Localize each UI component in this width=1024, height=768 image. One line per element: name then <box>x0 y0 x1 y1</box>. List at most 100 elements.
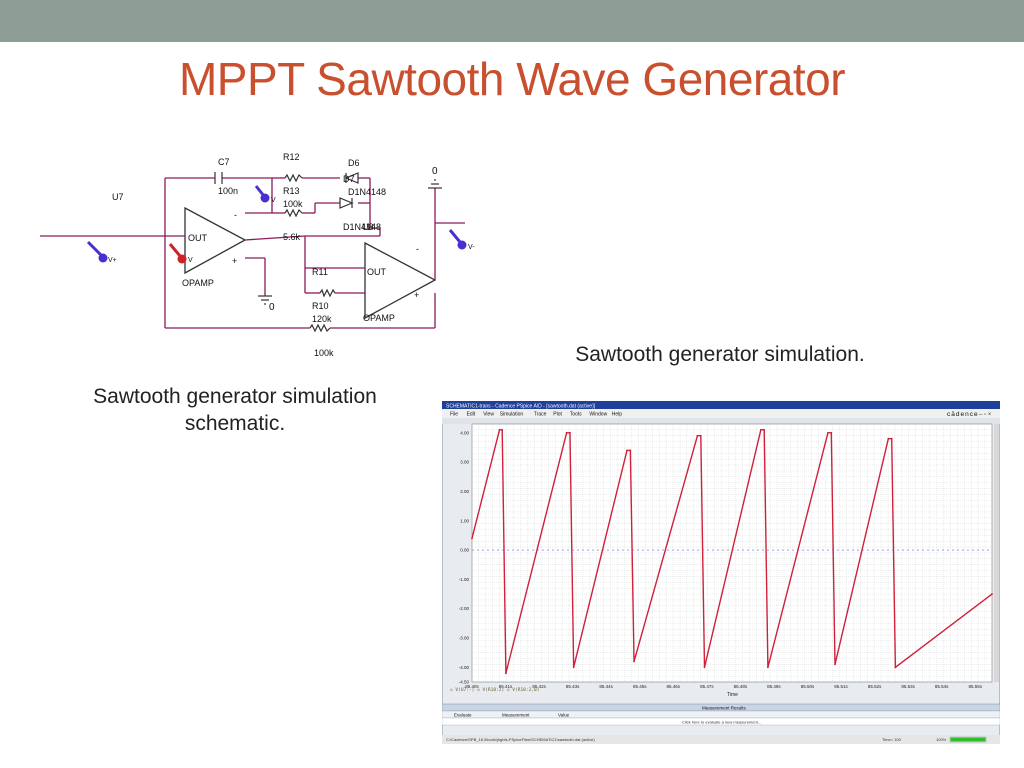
label-ground-0-b: 0 <box>432 166 438 177</box>
measurement-column-evaluate[interactable]: Evaluate <box>454 713 472 718</box>
menu-item-window[interactable]: Window <box>589 412 607 418</box>
series-point <box>759 428 762 431</box>
label-d7-part: D1N4148 <box>343 222 381 232</box>
y-tick-label: -4.50 <box>459 680 470 685</box>
window-controls-icon[interactable]: – ▫ × <box>979 412 992 418</box>
progress-fill <box>950 737 986 742</box>
vertical-scrollbar[interactable] <box>994 424 999 682</box>
y-tick-label: -4.00 <box>459 665 470 670</box>
series-point <box>504 672 507 675</box>
label-c7-value: 100n <box>218 186 238 196</box>
y-tick-label: -3.00 <box>459 636 470 641</box>
probe-vminus-icon <box>448 229 467 250</box>
menu-item-help[interactable]: Help <box>612 412 623 418</box>
series-point <box>471 537 473 540</box>
menu-item-simulation[interactable]: Simulation <box>500 412 524 418</box>
label-probe-v1: V <box>188 257 193 264</box>
window-title: SCHEMATIC1-trans - Cadence PSpice A/D - … <box>446 404 596 410</box>
series-point <box>894 666 897 669</box>
x-tick-label: 85.50s <box>801 684 815 689</box>
series-point <box>626 449 628 452</box>
x-tick-label: 85.53s <box>901 684 915 689</box>
series-point <box>766 666 769 669</box>
probe-v1-icon <box>168 243 187 264</box>
probe-v2-icon <box>254 185 270 203</box>
label-out-u8: OUT <box>367 267 387 277</box>
label-5-6k: 5.6k <box>283 232 301 242</box>
series-point <box>696 434 699 437</box>
x-tick-label: 85.41s <box>499 684 513 689</box>
label-r11: R11 <box>312 267 328 277</box>
menu-item-view[interactable]: View <box>483 412 494 418</box>
pspice-window: SCHEMATIC1-trans - Cadence PSpice A/D - … <box>442 401 1000 744</box>
x-tick-label: 85.42s <box>532 684 546 689</box>
window-titlebar[interactable] <box>442 401 1000 409</box>
label-out-u7: OUT <box>188 233 208 243</box>
x-tick-label: 85.44s <box>599 684 613 689</box>
x-tick-label: 85.49s <box>767 684 781 689</box>
y-tick-label: 4.00 <box>460 430 469 435</box>
series-point <box>501 428 504 431</box>
measurement-results-header: Measurement Results <box>702 706 747 711</box>
schematic-caption-line2: schematic. <box>184 412 286 435</box>
schematic-caption: Sawtooth generator simulation schematic. <box>52 383 418 437</box>
measurement-hint: Click here to evaluate a new measurement… <box>682 720 761 725</box>
menu-item-file[interactable]: File <box>450 412 458 418</box>
label-ground-0-a: 0 <box>269 302 275 313</box>
x-tick-label: 85.46s <box>667 684 681 689</box>
trace-legend: ◇ V(U7:-) ◇ V(R10:2) ◇ V(R10:2,0) <box>450 687 539 693</box>
schematic-caption-line1: Sawtooth generator simulation <box>93 385 377 408</box>
label-d7: D7 <box>343 174 355 184</box>
label-r13-value: 100k <box>283 199 303 209</box>
status-percent: 100% <box>936 737 947 742</box>
series-point <box>834 663 836 666</box>
y-tick-label: -1.00 <box>459 577 470 582</box>
label-plus-u8: + <box>414 290 419 300</box>
menu-item-edit[interactable]: Edit <box>467 412 476 418</box>
measurement-column-value[interactable]: Value <box>558 713 570 718</box>
measurement-new-row[interactable] <box>442 717 1000 726</box>
probe-vplus-icon <box>86 240 108 263</box>
label-probe-vminus: V- <box>468 244 475 251</box>
label-plus-u7: + <box>232 256 237 266</box>
label-opamp-u8: OPAMP <box>363 313 395 323</box>
label-r11-value: 100k <box>314 348 334 358</box>
label-probe-vplus: V+ <box>108 257 117 264</box>
series-point <box>830 431 833 434</box>
series-point <box>565 431 568 434</box>
series-point <box>629 449 632 452</box>
schematic: U7 C7 100n R12 R13 100k D6 D7 D1N4148 D1… <box>40 152 475 358</box>
status-time: Time= 100 <box>882 737 902 742</box>
x-tick-label: 85.55s <box>968 684 982 689</box>
label-d6: D6 <box>348 158 360 168</box>
menu-item-tools[interactable]: Tools <box>570 412 582 418</box>
label-u8: U8 <box>362 222 374 232</box>
x-tick-label: 85.51s <box>834 684 848 689</box>
slide-title: MPPT Sawtooth Wave Generator <box>178 53 846 105</box>
label-r12: R12 <box>283 152 300 162</box>
menu-item-trace[interactable]: Trace <box>534 412 547 418</box>
series-point <box>890 437 893 440</box>
series-point <box>633 660 635 663</box>
label-r13: R13 <box>283 186 300 196</box>
x-tick-label: 85.52s <box>868 684 882 689</box>
series-point <box>887 437 890 440</box>
y-tick-label: 0.00 <box>460 548 469 553</box>
top-banner <box>0 0 1024 42</box>
x-tick-label: 85.48s <box>734 684 748 689</box>
x-tick-label: 85.54s <box>935 684 949 689</box>
label-r10-value: 120k <box>312 314 332 324</box>
series-point <box>827 431 829 434</box>
series-point <box>703 666 706 669</box>
series-point <box>572 666 575 669</box>
x-tick-label: 85.47s <box>700 684 714 689</box>
x-axis-label: Time <box>727 692 738 698</box>
cadence-logo: cādence <box>947 411 979 418</box>
series-point <box>498 428 501 431</box>
menu-item-plot[interactable]: Plot <box>553 412 562 418</box>
y-tick-label: 1.00 <box>460 518 469 523</box>
measurement-column-measurement[interactable]: Measurement <box>502 713 530 718</box>
series-point <box>763 428 766 431</box>
status-path: C:\Cadence\SPB_16.3\tools\jhghfs-PSpiceF… <box>446 737 595 742</box>
series-point <box>991 593 993 595</box>
